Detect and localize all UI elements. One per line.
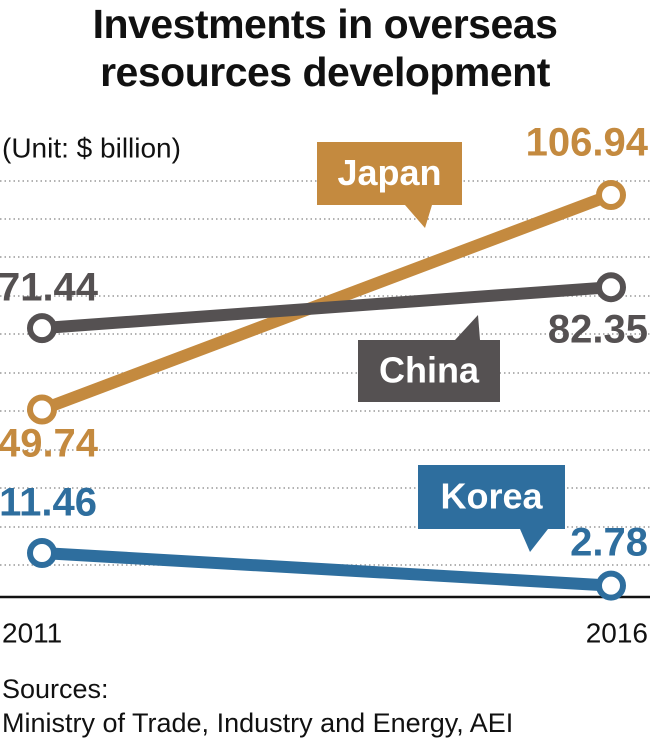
legend-label: Japan <box>337 152 441 193</box>
point <box>27 394 57 425</box>
subtitle: (Unit: $ billion) <box>2 132 181 163</box>
series-line <box>41 281 612 335</box>
value-label: 106.94 <box>526 121 649 165</box>
point <box>596 570 626 601</box>
value-label: 82.35 <box>548 308 648 352</box>
callout-tail <box>455 315 480 340</box>
callout-tail <box>520 529 548 552</box>
point <box>27 538 57 569</box>
point <box>596 179 626 210</box>
legend-label: Korea <box>440 476 543 517</box>
legend-label: China <box>379 350 480 391</box>
chart-title: Investments in overseas resources develo… <box>92 1 558 95</box>
series-line <box>41 547 612 592</box>
value-label: 11.46 <box>0 481 97 525</box>
source: Sources: Ministry of Trade, Industry and… <box>2 674 514 738</box>
callout-box <box>418 465 565 529</box>
value-label: 49.74 <box>0 422 99 466</box>
callout-box <box>317 142 462 205</box>
x-tick-label: 2016 <box>586 617 648 648</box>
dotted-rules <box>0 180 650 566</box>
callout-tail <box>405 205 432 228</box>
value-label: 71.44 <box>0 266 99 310</box>
callout-box <box>358 340 500 402</box>
value-label: 2.78 <box>570 521 648 565</box>
point <box>596 272 626 303</box>
x-tick-label: 2011 <box>2 617 62 648</box>
point <box>27 313 57 344</box>
